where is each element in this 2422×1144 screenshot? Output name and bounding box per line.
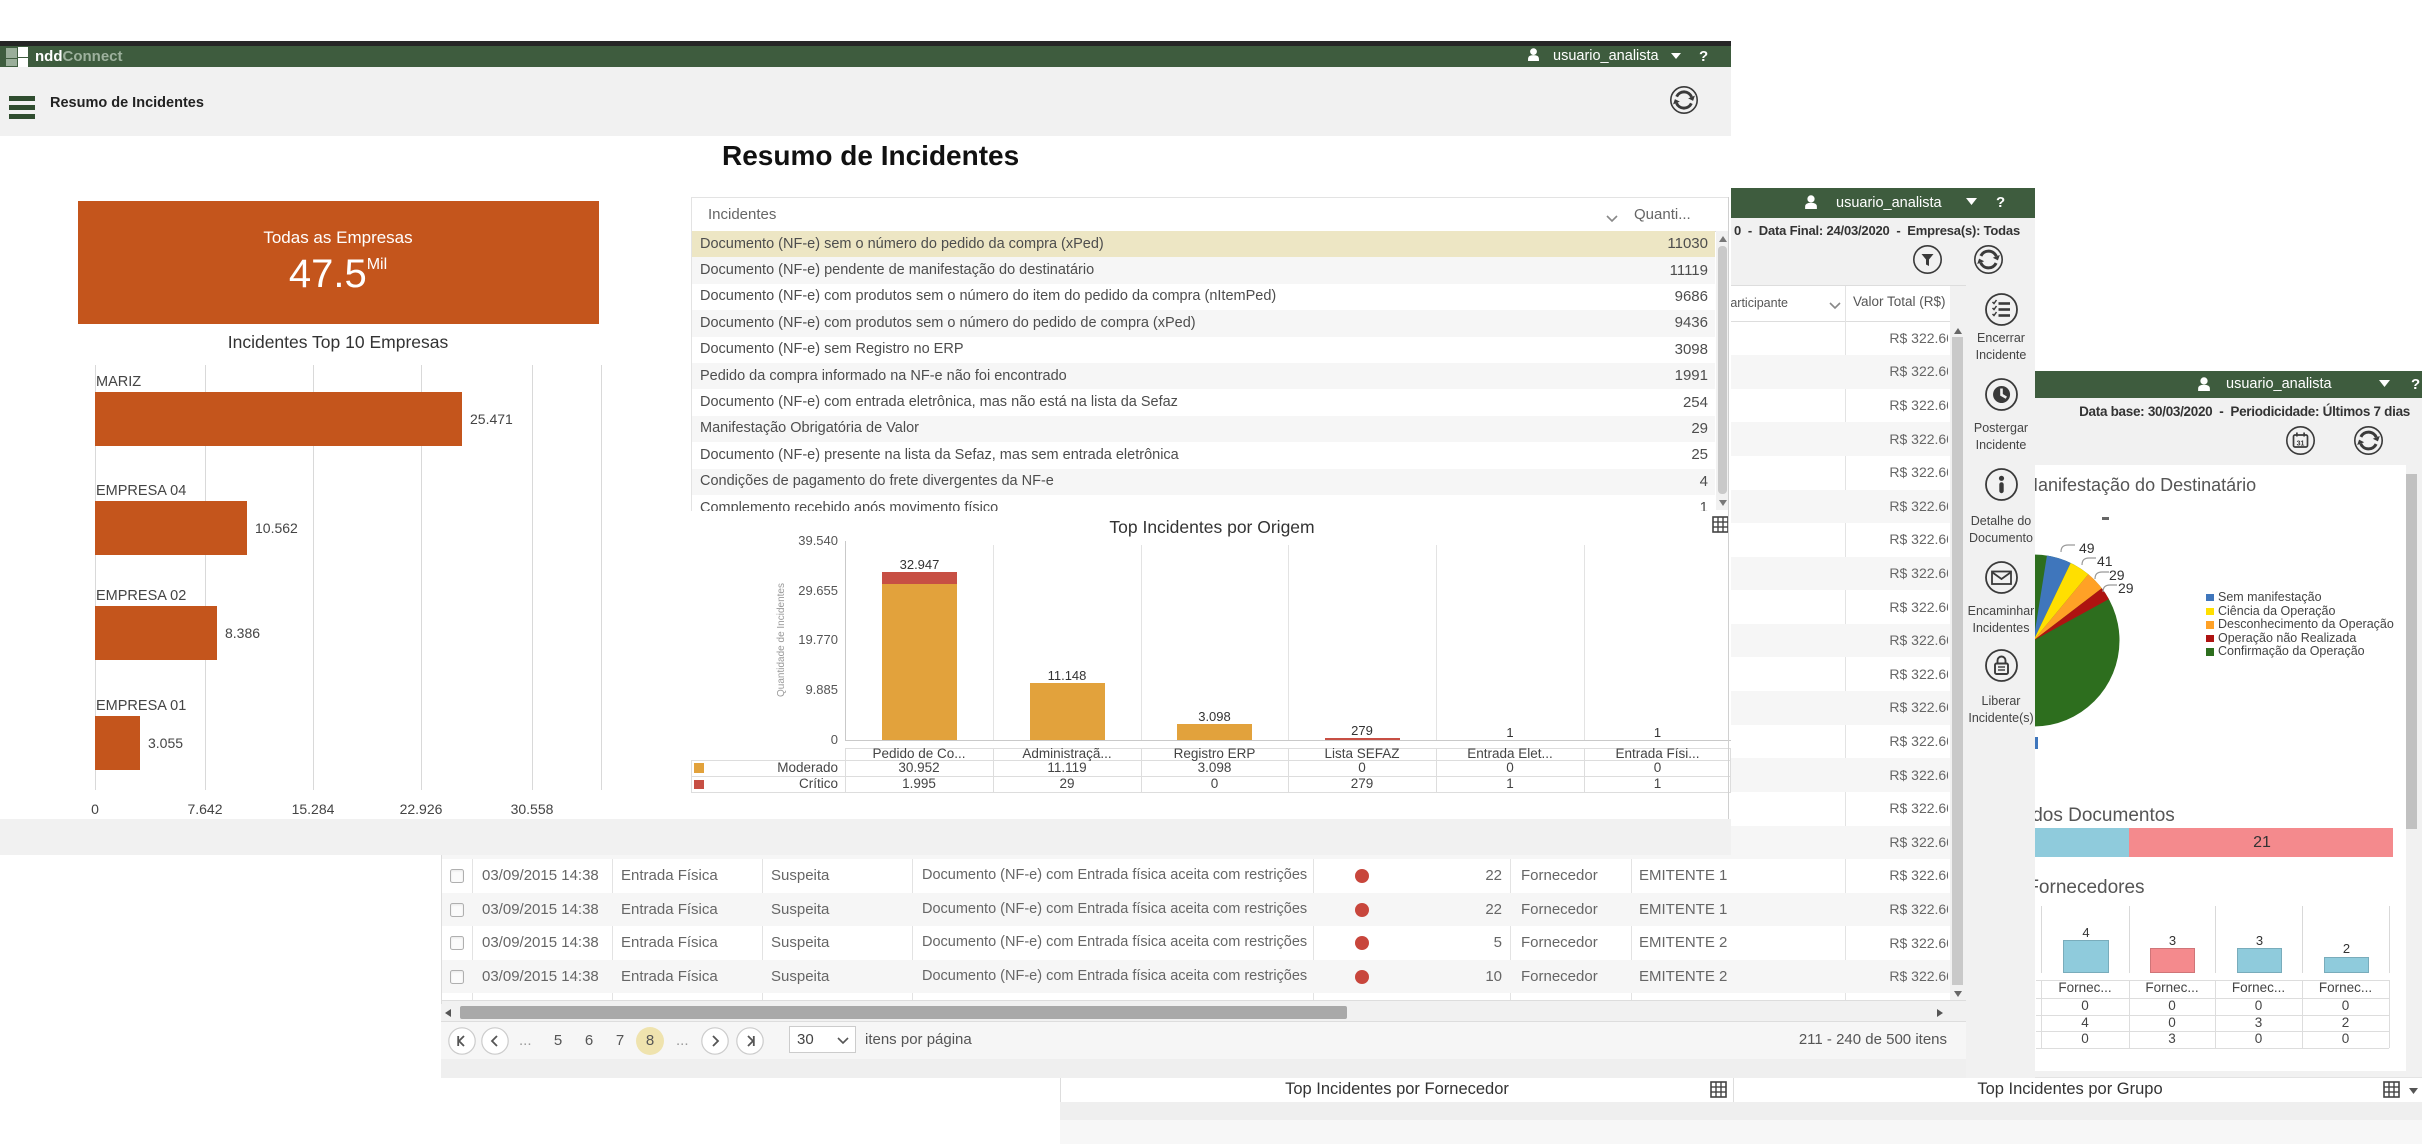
svg-text:31: 31 bbox=[2297, 440, 2305, 447]
svg-text:Quantidade de Incidentes: Quantidade de Incidentes bbox=[776, 583, 787, 697]
